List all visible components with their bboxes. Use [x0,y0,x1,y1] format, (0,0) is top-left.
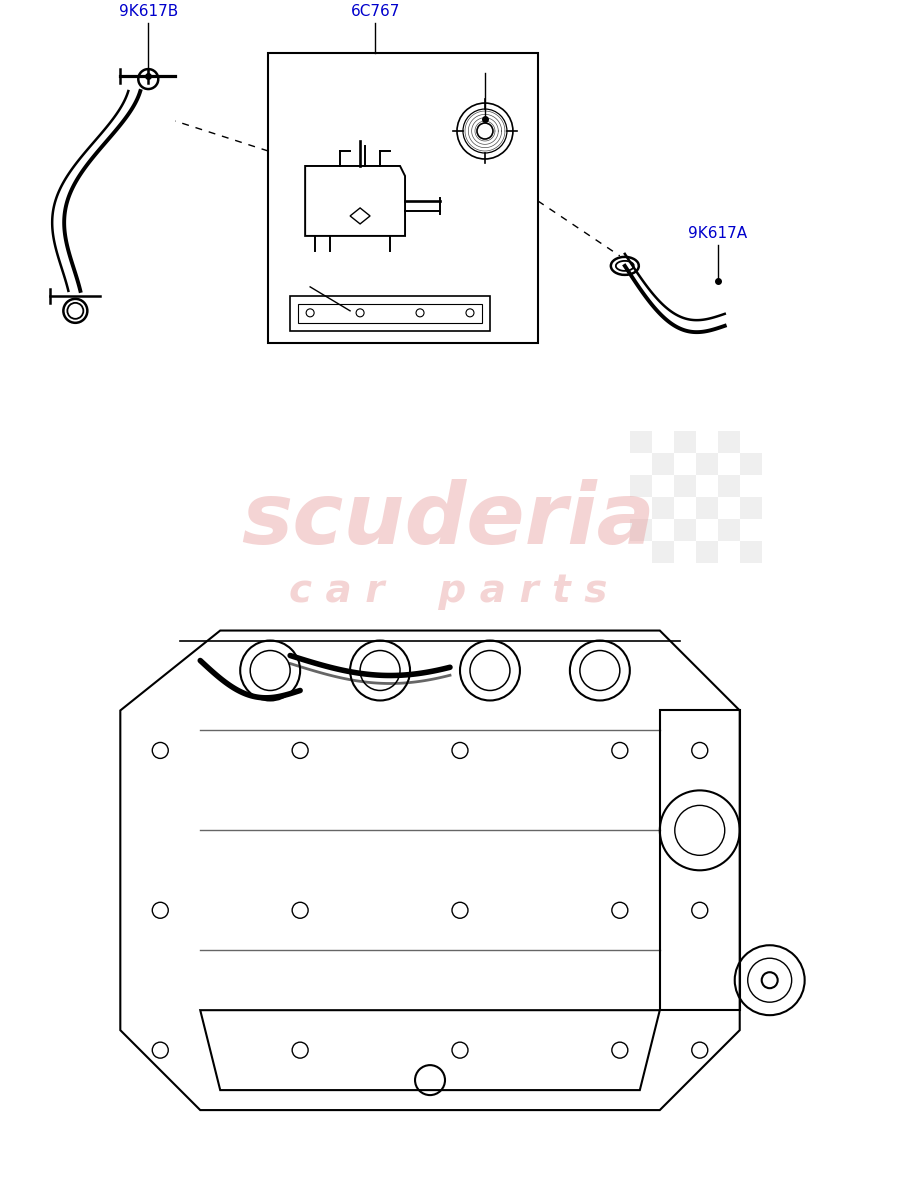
Bar [630,431,652,452]
Bar [652,452,674,475]
Bar [652,541,674,563]
Text: 6C767: 6C767 [351,4,400,19]
Bar [268,53,538,343]
Bar [630,518,652,541]
Bar [740,541,762,563]
Bar [674,475,696,497]
Text: 6584: 6584 [291,268,329,283]
Bar [696,497,718,518]
Bar [740,497,762,518]
Bar [696,452,718,475]
Bar [674,518,696,541]
Bar [740,452,762,475]
Text: scuderia: scuderia [241,479,655,562]
Text: 9K617A: 9K617A [688,226,747,241]
Bar [630,475,652,497]
Text: c a r    p a r t s: c a r p a r t s [289,571,607,610]
Text: 13B802: 13B802 [456,54,514,70]
Bar [652,497,674,518]
Bar [718,518,740,541]
Text: 9K617B: 9K617B [118,4,178,19]
Bar [696,541,718,563]
Bar [674,431,696,452]
Bar [718,475,740,497]
Bar [718,431,740,452]
